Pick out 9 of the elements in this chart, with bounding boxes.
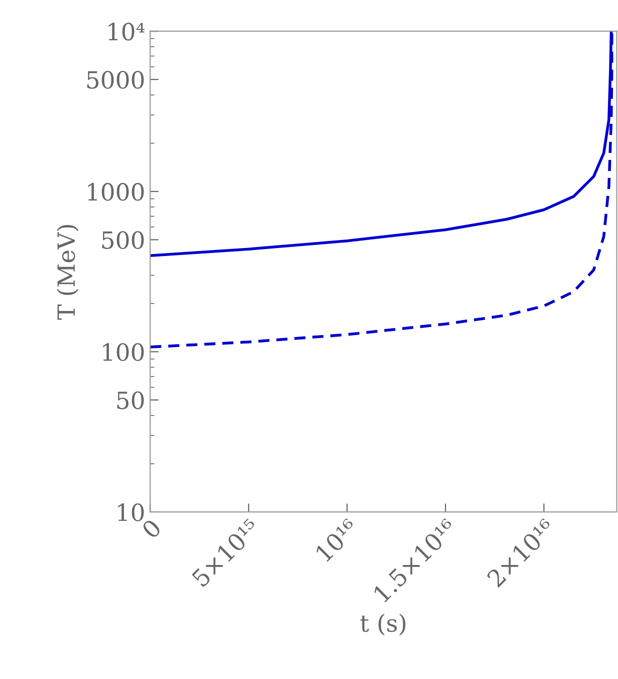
y-axis-title: T (MeV)	[56, 225, 78, 320]
x-axis-title: t (s)	[360, 614, 406, 636]
y-tick-label: 50	[117, 391, 144, 410]
y-tick-label: 1000	[88, 182, 144, 201]
y-tick-label: 5000	[87, 70, 144, 89]
y-tick-label: 10	[118, 503, 144, 522]
y-tick-label: 100	[103, 343, 144, 362]
y-tick-label: 10⁴	[108, 22, 145, 41]
y-tick-label: 500	[102, 231, 144, 250]
